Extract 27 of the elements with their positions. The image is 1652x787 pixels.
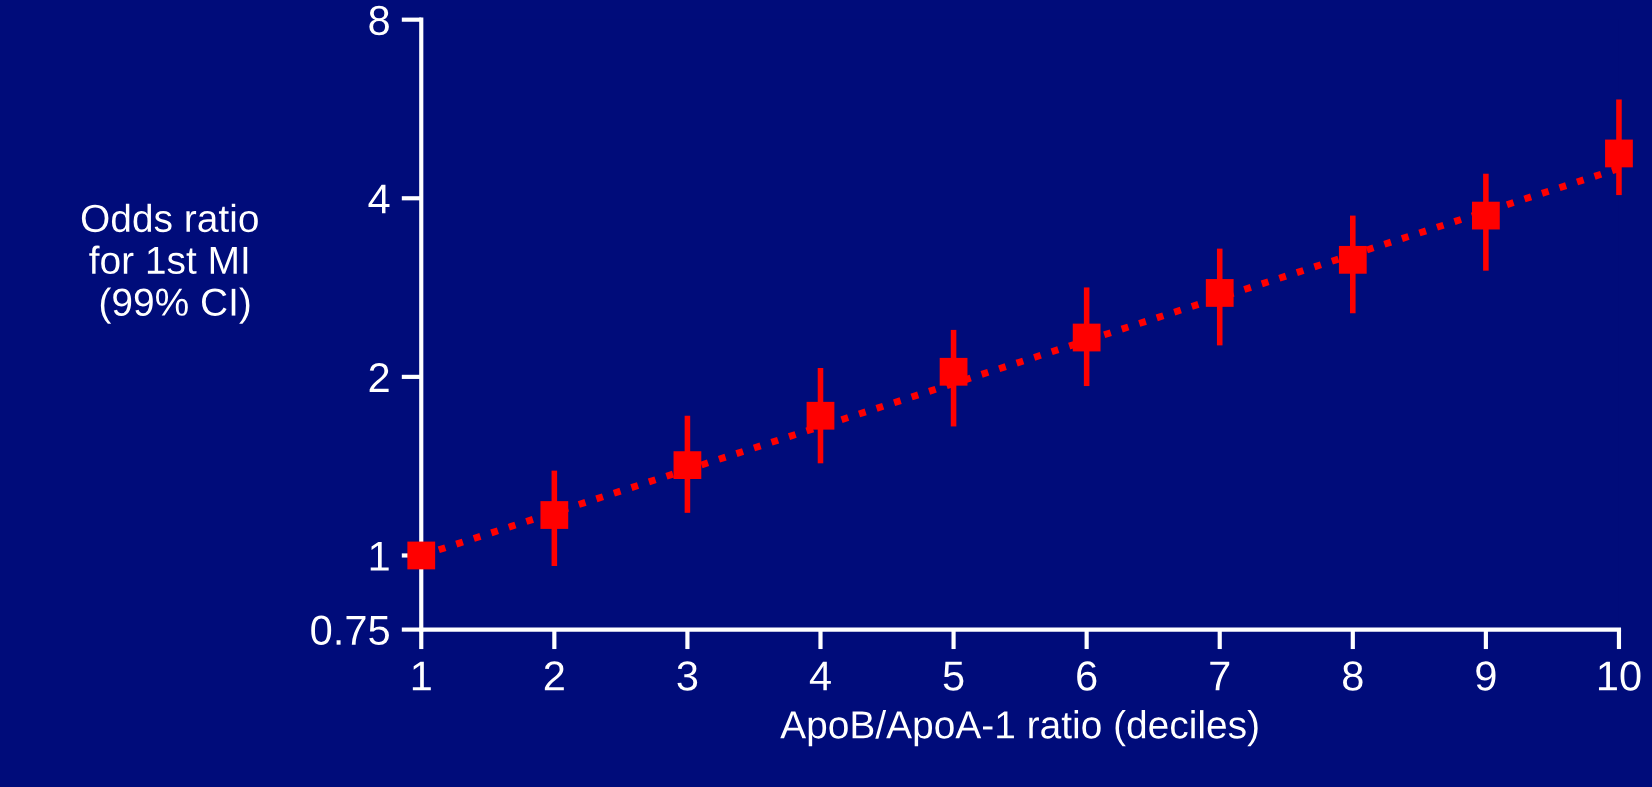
y-tick-label: 0.75: [311, 615, 389, 646]
y-tick-label: 1: [370, 541, 389, 571]
point: [1072, 323, 1101, 352]
point: [407, 541, 436, 570]
x-tick-label: 2: [544, 661, 564, 691]
x-axis-title: ApoB/ApoA-1 ratio (deciles): [780, 710, 1258, 747]
x-tick-label: 6: [1077, 661, 1097, 691]
point: [806, 401, 835, 430]
point: [939, 357, 968, 386]
x-tick-label: 10: [1598, 661, 1641, 691]
y-tick-label: 4: [368, 184, 390, 214]
y-tick-label: 2: [369, 362, 389, 392]
x-tick-label: 4: [809, 661, 831, 691]
point: [673, 451, 702, 480]
x-tick-label: 9: [1476, 661, 1496, 691]
x-tick-label: 8: [1343, 661, 1363, 691]
x-tick-label: 5: [943, 661, 964, 691]
x-tick-label: 3: [677, 661, 698, 691]
point: [540, 501, 569, 529]
y-axis-title: Odds ratio for 1st MI (99% CI): [81, 203, 258, 324]
point: [1205, 279, 1234, 307]
point: [1605, 139, 1633, 168]
point: [1338, 245, 1367, 274]
x-tick-label: 7: [1210, 661, 1230, 691]
x-tick-label: 1: [412, 661, 431, 691]
y-tick-label: 8: [369, 5, 389, 36]
point: [1472, 201, 1500, 230]
